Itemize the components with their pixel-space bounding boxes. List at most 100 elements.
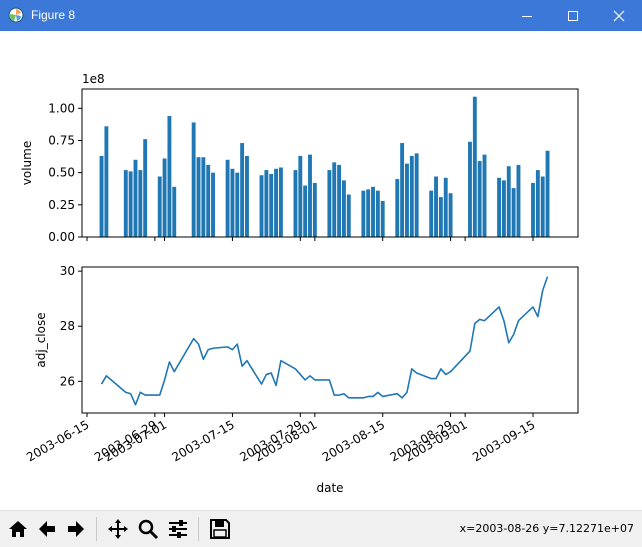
volume-bar	[245, 155, 249, 237]
volume-bar	[395, 179, 400, 237]
back-button[interactable]	[33, 515, 61, 543]
volume-y-tick-label: 0.75	[48, 133, 75, 147]
volume-bar	[264, 170, 269, 237]
forward-button[interactable]	[62, 515, 90, 543]
volume-bar	[545, 150, 550, 237]
volume-bar	[206, 164, 211, 237]
volume-bar	[327, 170, 332, 237]
matplotlib-logo-icon	[8, 7, 24, 23]
forward-arrow-icon	[68, 521, 84, 537]
volume-y-tick-label: 0.25	[48, 198, 75, 212]
volume-bar	[516, 164, 521, 237]
volume-bar	[511, 188, 516, 237]
x-tick-label: 2003-09-15	[470, 417, 537, 464]
home-icon	[9, 521, 27, 537]
zoom-icon	[138, 519, 159, 540]
cursor-coordinates: x=2003-08-26 y=7.12271e+07	[459, 522, 634, 535]
volume-bar	[468, 141, 472, 237]
volume-bar	[448, 193, 453, 237]
zoom-button[interactable]	[134, 515, 162, 543]
volume-offset-label: 1e8	[82, 72, 105, 86]
volume-bar	[409, 155, 414, 237]
chart-svg: 0.00 0.25 0.50 0.75 1.00 1e8 volume 26 28 30 adj_c…	[20, 72, 579, 495]
volume-bar	[303, 185, 308, 237]
volume-bar	[429, 190, 434, 237]
volume-bar	[104, 126, 109, 237]
volume-bar	[414, 153, 419, 237]
adj-close-ylabel: adj_close	[34, 312, 48, 367]
toolbar-separator	[96, 517, 97, 541]
volume-ylabel: volume	[20, 141, 34, 185]
volume-bar	[167, 116, 172, 237]
volume-bar	[133, 159, 138, 237]
volume-bar	[298, 155, 303, 237]
volume-bar	[531, 182, 535, 237]
volume-bar	[346, 194, 351, 237]
pan-icon	[108, 519, 128, 539]
volume-bar	[99, 155, 104, 237]
volume-bar	[400, 143, 405, 237]
volume-bar	[308, 154, 312, 237]
volume-bar	[211, 172, 215, 237]
volume-bar	[172, 186, 177, 237]
close-icon	[613, 10, 625, 21]
maximize-button[interactable]	[550, 0, 596, 31]
figure-canvas[interactable]: 0.00 0.25 0.50 0.75 1.00 1e8 volume 26 28 30 adj_c…	[0, 31, 642, 510]
configure-subplots-icon	[169, 520, 187, 538]
maximize-icon	[568, 10, 578, 21]
volume-bar	[201, 157, 206, 237]
volume-bar	[312, 182, 317, 237]
volume-bar	[380, 200, 385, 237]
volume-bar	[405, 163, 409, 237]
volume-bar	[259, 175, 264, 237]
back-arrow-icon	[39, 521, 55, 537]
volume-bar	[337, 164, 342, 237]
volume-bar	[366, 189, 371, 237]
volume-bar	[506, 166, 511, 237]
volume-bar	[128, 171, 133, 237]
volume-axes-frame	[81, 88, 579, 238]
volume-bar	[472, 96, 477, 237]
volume-bar	[138, 170, 143, 237]
home-button[interactable]	[4, 515, 32, 543]
volume-y-tick-label: 0.50	[48, 166, 75, 180]
x-tick-label: 2003-06-15	[24, 417, 91, 464]
volume-bar	[230, 168, 235, 237]
volume-bar	[342, 180, 346, 237]
volume-bar	[482, 154, 487, 237]
close-button[interactable]	[596, 0, 642, 31]
navigation-toolbar: x=2003-08-26 y=7.12271e+07	[0, 510, 642, 547]
volume-bar	[278, 167, 283, 237]
x-axis-label: date	[316, 481, 343, 495]
volume-bar	[240, 143, 245, 237]
pan-button[interactable]	[104, 515, 132, 543]
volume-bar	[225, 159, 230, 237]
save-button[interactable]	[206, 515, 234, 543]
volume-y-tick-label: 1.00	[48, 101, 75, 115]
configure-subplots-button[interactable]	[164, 515, 192, 543]
save-icon	[210, 519, 230, 539]
volume-bar	[477, 161, 482, 237]
volume-bar	[269, 173, 274, 237]
volume-bar	[143, 139, 148, 237]
x-tick-label: 2003-08-15	[320, 417, 387, 464]
volume-bar	[438, 197, 443, 237]
volume-bar	[274, 168, 279, 237]
volume-bar	[293, 170, 298, 237]
volume-bar	[332, 162, 337, 237]
x-tick-label: 2003-07-15	[170, 417, 237, 464]
adj-close-y-tick-label: 26	[60, 374, 75, 388]
volume-y-tick-label: 0.00	[48, 230, 75, 244]
volume-bar	[196, 157, 201, 237]
volume-bar	[191, 122, 196, 237]
volume-bar	[434, 176, 438, 237]
adj-close-y-tick-label: 28	[60, 319, 75, 333]
volume-bar	[540, 176, 545, 237]
volume-bar	[497, 177, 502, 237]
title-bar: Figure 8	[0, 0, 642, 31]
window-title: Figure 8	[31, 8, 76, 22]
volume-bar	[501, 180, 506, 237]
volume-bar	[235, 172, 240, 237]
toolbar-separator	[198, 517, 199, 541]
minimize-button[interactable]	[504, 0, 550, 31]
